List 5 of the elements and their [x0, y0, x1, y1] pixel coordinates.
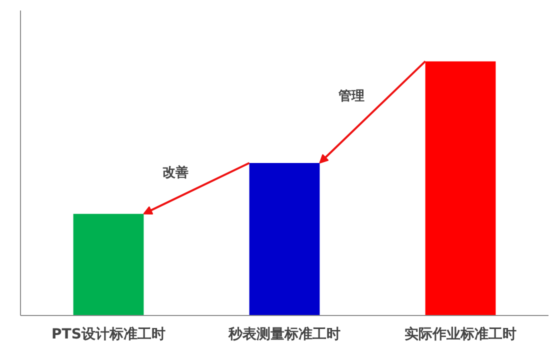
x-tick-label: 实际作业标准工时: [404, 326, 516, 342]
x-tick-label: PTS设计标准工时: [52, 326, 166, 342]
x-tick-label: 秒表测量标准工时: [228, 326, 340, 342]
annotation: 管理: [338, 89, 364, 104]
annotation: 改善: [162, 164, 188, 180]
